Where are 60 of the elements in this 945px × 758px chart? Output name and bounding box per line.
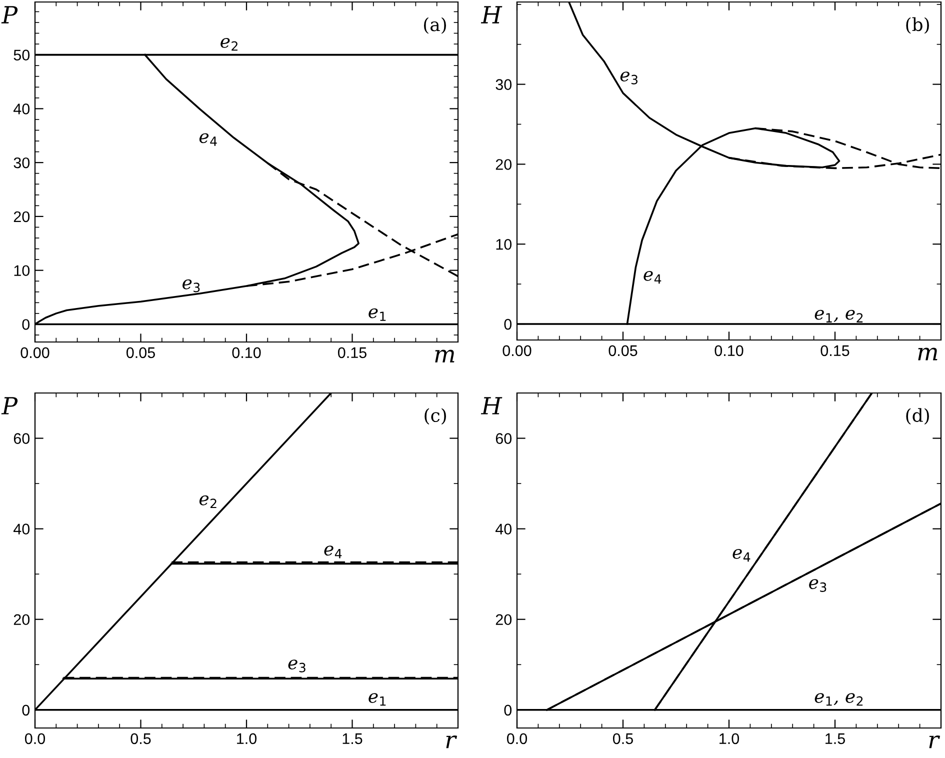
- y-tick-label: 20: [14, 211, 30, 222]
- y-tick-label: 40: [14, 104, 30, 114]
- x-tick-label: 1.0: [237, 733, 257, 744]
- y-tick-label: 10: [14, 265, 30, 276]
- annotation: e$_{2}$: [220, 38, 238, 51]
- x-tick-label: 0.10: [232, 347, 261, 358]
- y-tick-label: 10: [496, 238, 512, 250]
- annotation: e$_{1}$: [368, 308, 386, 321]
- x-tick-label: 0.05: [608, 345, 638, 356]
- y-axis-title: P: [1, 397, 18, 414]
- y-tick-label: 0: [22, 319, 30, 330]
- annotation: e$_{3}$: [620, 72, 638, 84]
- x-tick-label: 0.00: [20, 347, 50, 358]
- y-tick-label: 50: [14, 50, 30, 60]
- annotation: e$_{2}$: [199, 495, 216, 508]
- y-axis-title: H: [480, 6, 502, 24]
- x-tick-label: 1.5: [342, 733, 362, 744]
- x-tick-label: 0.5: [130, 733, 151, 744]
- x-tick-label: 0.00: [502, 345, 532, 356]
- x-tick-label: 0.0: [24, 733, 46, 744]
- x-axis-title: m: [435, 350, 454, 362]
- y-tick-label: 60: [14, 433, 30, 444]
- y-tick-label: 40: [496, 524, 512, 534]
- x-tick-label: 0.10: [714, 345, 744, 356]
- y-axis-title: H: [480, 397, 502, 414]
- annotation: e$_{1}$, e$_{2}$: [814, 310, 863, 322]
- x-axis-title: r: [929, 736, 940, 748]
- x-tick-label: 0.15: [338, 347, 366, 358]
- y-tick-label: 20: [14, 614, 30, 626]
- y-tick-label: 20: [496, 159, 512, 170]
- y-tick-label: 40: [14, 524, 30, 534]
- annotation: (b): [906, 17, 929, 34]
- annotation: e$_{4}$: [199, 133, 217, 146]
- x-tick-label: 0.0: [506, 733, 528, 744]
- y-tick-label: 0: [22, 704, 30, 716]
- annotation: (d): [906, 408, 929, 425]
- x-axis-title: m: [918, 348, 938, 360]
- y-tick-label: 60: [496, 433, 512, 444]
- x-axis-title: r: [446, 736, 458, 748]
- annotation: (c): [424, 408, 446, 425]
- annotation: e$_{3}$: [182, 279, 200, 292]
- x-tick-label: 0.5: [612, 733, 633, 744]
- x-tick-label: 1.5: [826, 733, 845, 744]
- y-tick-label: 0: [504, 704, 512, 716]
- x-tick-label: 0.15: [820, 345, 850, 356]
- x-tick-label: 1.0: [720, 733, 740, 744]
- annotation: e$_{4}$: [324, 546, 342, 558]
- annotation: e$_{3}$: [809, 579, 826, 592]
- annotation: (a): [424, 17, 446, 34]
- y-axis-title: P: [1, 6, 18, 24]
- y-tick-label: 0: [504, 318, 512, 330]
- annotation: e$_{1}$, e$_{2}$: [814, 693, 863, 706]
- y-tick-label: 30: [496, 79, 512, 90]
- x-tick-label: 0.05: [126, 347, 155, 358]
- annotation: e$_{3}$: [288, 660, 306, 672]
- annotation: e$_{4}$: [732, 549, 750, 562]
- y-tick-label: 30: [14, 157, 30, 168]
- y-tick-label: 20: [496, 614, 512, 626]
- annotation: e$_{4}$: [644, 271, 662, 284]
- annotation: e$_{1}$: [368, 693, 386, 706]
